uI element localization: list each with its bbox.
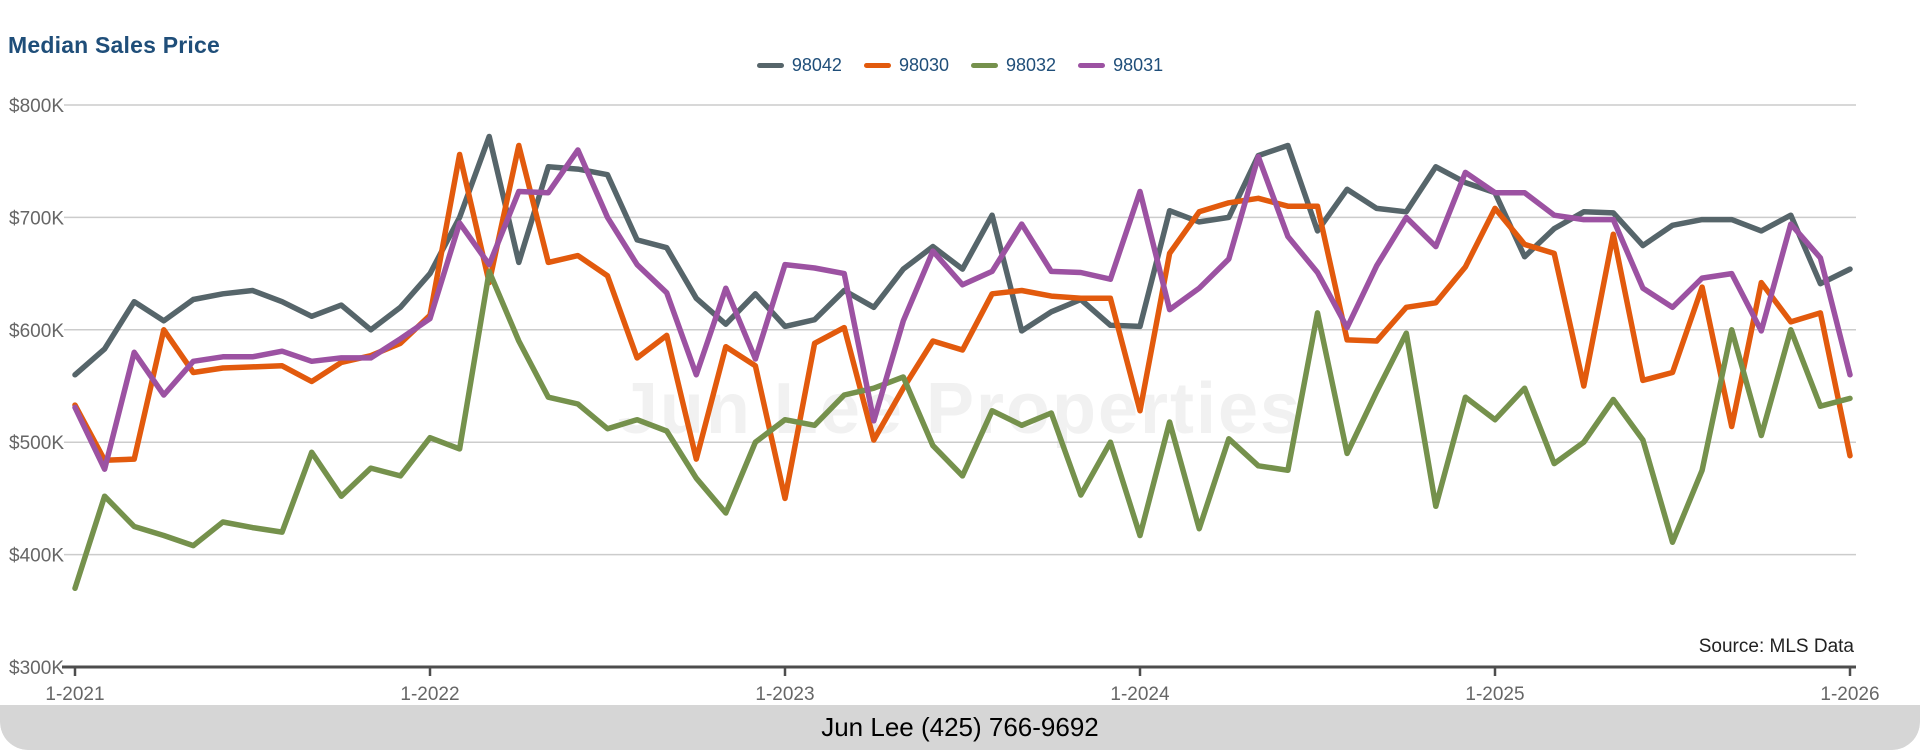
source-note: Source: MLS Data xyxy=(1698,636,1854,657)
legend-label-98030: 98030 xyxy=(898,55,949,75)
y-axis-label-$700K: $700K xyxy=(9,208,64,229)
legend-label-98032: 98032 xyxy=(1006,55,1057,75)
footer-contact-text: Jun Lee (425) 766-9692 xyxy=(821,712,1099,742)
legend-item-98030: 98030 xyxy=(863,55,949,76)
legend-swatch-98042 xyxy=(756,63,784,68)
legend-label-98042: 98042 xyxy=(791,55,842,75)
legend-swatch-98032 xyxy=(971,63,998,68)
x-axis-label-1-2026: 1-2026 xyxy=(1820,684,1879,705)
x-axis-label-1-2024: 1-2024 xyxy=(1110,684,1170,705)
footer-bar: Jun Lee (425) 766-9692 xyxy=(0,705,1920,750)
legend-label-98031: 98031 xyxy=(1113,55,1164,75)
y-axis-label-$500K: $500K xyxy=(9,433,64,454)
chart-legend: 98042 98030 98032 98031 xyxy=(0,55,1920,76)
series-98042-line xyxy=(72,133,1853,378)
x-axis-label-1-2021: 1-2021 xyxy=(45,684,104,705)
x-axis-label-1-2022: 1-2022 xyxy=(400,684,459,705)
x-axis-label-1-2023: 1-2023 xyxy=(755,684,814,705)
legend-item-98042: 98042 xyxy=(756,55,842,76)
series-98031-line xyxy=(72,147,1853,472)
legend-item-98031: 98031 xyxy=(1078,55,1163,76)
y-axis-label-$600K: $600K xyxy=(9,321,64,342)
legend-swatch-98030 xyxy=(863,63,891,68)
watermark-text: Jun Lee Properties xyxy=(617,369,1303,449)
series-98032-line xyxy=(72,268,1853,592)
y-axis-label-$400K: $400K xyxy=(9,546,64,567)
legend-swatch-98031 xyxy=(1078,63,1106,68)
x-axis-label-1-2025: 1-2025 xyxy=(1465,684,1524,705)
y-axis-label-$800K: $800K xyxy=(9,96,64,117)
page-title: Median Sales Price xyxy=(8,32,220,58)
y-axis-label-$300K: $300K xyxy=(9,658,64,679)
legend-item-98032: 98032 xyxy=(971,55,1056,76)
